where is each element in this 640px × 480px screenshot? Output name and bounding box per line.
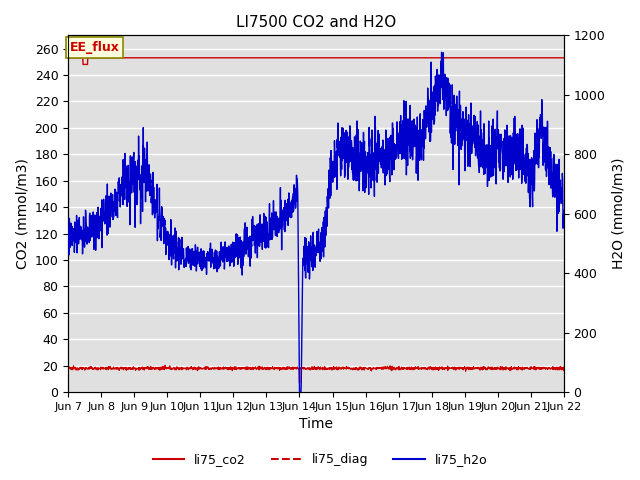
Title: LI7500 CO2 and H2O: LI7500 CO2 and H2O bbox=[236, 15, 396, 30]
Y-axis label: H2O (mmol/m3): H2O (mmol/m3) bbox=[611, 158, 625, 269]
Y-axis label: CO2 (mmol/m3): CO2 (mmol/m3) bbox=[15, 158, 29, 269]
X-axis label: Time: Time bbox=[299, 418, 333, 432]
Text: EE_flux: EE_flux bbox=[70, 41, 120, 54]
Legend: li75_co2, li75_diag, li75_h2o: li75_co2, li75_diag, li75_h2o bbox=[148, 448, 492, 471]
